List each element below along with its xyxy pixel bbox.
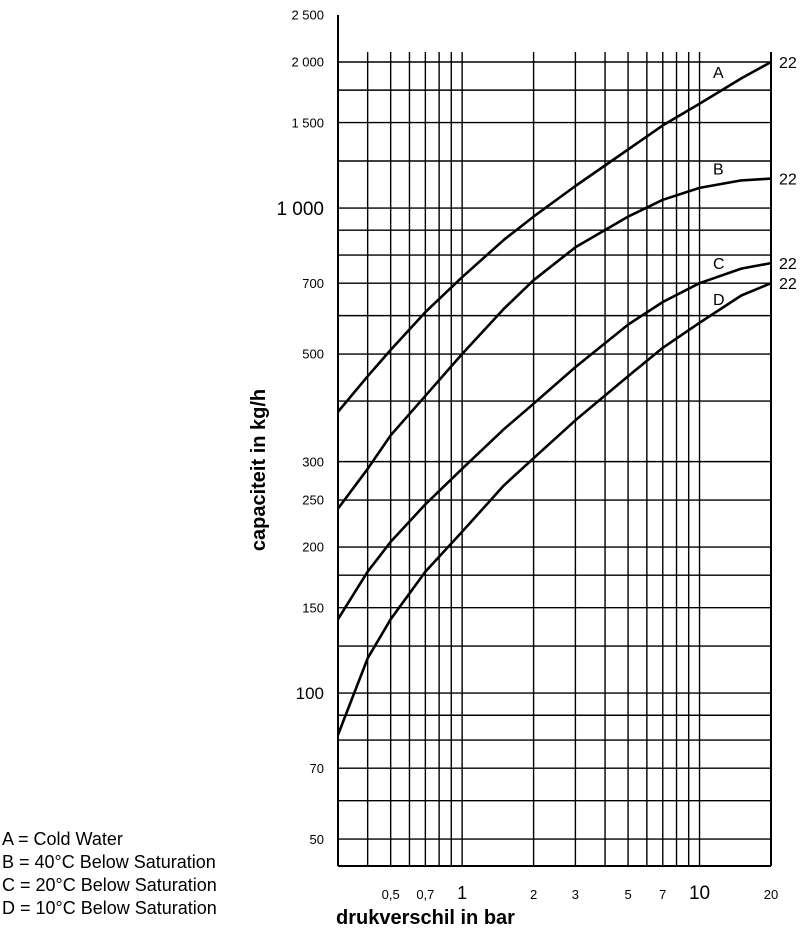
- curve-label-c: C: [713, 256, 725, 273]
- series-line-d: [336, 281, 772, 736]
- end-label-c: 22: [779, 256, 797, 273]
- y-tick-label: 2 500: [291, 8, 324, 23]
- x-tick-label: 20: [764, 887, 778, 902]
- x-axis-label: drukverschil in bar: [336, 907, 515, 929]
- x-tick-label: 7: [659, 887, 666, 902]
- y-tick-label: 200: [302, 540, 324, 555]
- curve-labels: A 22 B 22 C 22 D 22: [713, 55, 797, 309]
- series-lines: [336, 60, 772, 736]
- y-tick-label: 2 000: [291, 55, 324, 70]
- x-tick-label: 2: [530, 887, 537, 902]
- legend-item-b: B = 40°C Below Saturation: [2, 852, 216, 872]
- x-tick-label: 3: [572, 887, 579, 902]
- y-axis-label: capaciteit in kg/h: [248, 389, 270, 551]
- y-tick-label: 1 000: [276, 199, 324, 220]
- y-tick-label: 100: [296, 684, 324, 703]
- plot-frame: [337, 15, 772, 867]
- legend-item-a: A = Cold Water: [2, 829, 123, 849]
- y-tick-label: 700: [302, 276, 324, 291]
- series-line-b: [336, 177, 772, 510]
- x-tick-label: 0,7: [416, 887, 434, 902]
- y-tick-label: 250: [302, 493, 324, 508]
- x-tick-labels: 0,5 0,7 1 2 3 5 7 10 20: [382, 883, 779, 904]
- curve-label-d: D: [713, 292, 725, 309]
- end-label-b: 22: [779, 172, 797, 189]
- y-tick-label: 50: [310, 832, 324, 847]
- legend-item-c: C = 20°C Below Saturation: [2, 875, 217, 895]
- end-label-a: 22: [779, 55, 797, 72]
- x-tick-label: 5: [624, 887, 631, 902]
- y-tick-label: 1 500: [291, 115, 324, 130]
- y-tick-label: 150: [302, 600, 324, 615]
- series-line-c: [336, 261, 772, 620]
- x-tick-label: 10: [689, 883, 710, 904]
- x-tick-label: 1: [457, 883, 467, 903]
- legend: A = Cold Water B = 40°C Below Saturation…: [2, 828, 217, 920]
- y-tick-label: 70: [310, 761, 324, 776]
- y-tick-labels: 50 70 100 150 200 250 300 500 700 1 000 1 500 2 000…: [276, 8, 324, 847]
- curve-label-a: A: [713, 65, 724, 82]
- grid: [337, 52, 772, 866]
- x-tick-label: 0,5: [382, 887, 400, 902]
- curve-label-b: B: [713, 162, 724, 179]
- y-tick-label: 500: [302, 347, 324, 362]
- end-label-d: 22: [779, 276, 797, 293]
- y-tick-label: 300: [302, 454, 324, 469]
- series-line-a: [337, 60, 772, 413]
- legend-item-d: D = 10°C Below Saturation: [2, 898, 217, 918]
